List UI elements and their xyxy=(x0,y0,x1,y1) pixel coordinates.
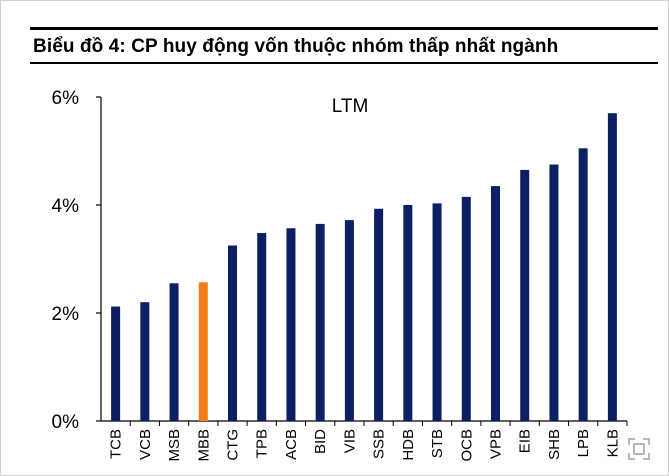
x-tick-label: CTG xyxy=(225,429,242,461)
x-tick-label: ACB xyxy=(283,429,300,460)
bar-acb xyxy=(286,228,296,421)
top-rule xyxy=(30,27,658,30)
x-tick-label: OCB xyxy=(458,429,475,462)
bar-msb xyxy=(169,283,179,421)
bar-tpb xyxy=(257,233,267,421)
x-tick-label: VIB xyxy=(341,429,358,453)
bar-ssb xyxy=(374,208,384,421)
bar-eib xyxy=(520,169,530,421)
bar-stb xyxy=(432,203,442,421)
bar-shb xyxy=(549,164,559,421)
x-tick-label: HDB xyxy=(400,429,417,461)
bar-bid xyxy=(315,223,325,421)
bar-vib xyxy=(344,220,354,421)
x-tick-label: TPB xyxy=(254,429,271,458)
bar-tcb xyxy=(111,306,121,421)
x-tick-label: BID xyxy=(312,429,329,454)
bar-vcb xyxy=(140,302,150,421)
x-tick-label: EIB xyxy=(517,429,534,453)
x-tick-label: SSB xyxy=(371,429,388,459)
bar-ctg xyxy=(228,245,237,421)
x-tick-label: SHB xyxy=(546,429,563,460)
title-rule xyxy=(30,62,658,64)
chart-annotation: LTM xyxy=(332,96,369,117)
y-tick-label: 0% xyxy=(52,412,80,433)
bar-ocb xyxy=(461,196,471,421)
x-tick-label: MSB xyxy=(166,429,183,462)
expand-icon[interactable] xyxy=(626,436,652,462)
chart-title: Biểu đồ 4: CP huy động vốn thuộc nhóm th… xyxy=(33,36,559,57)
x-tick-label: TCB xyxy=(108,429,125,459)
x-tick-label: VCB xyxy=(137,429,154,460)
bar-lpb xyxy=(578,148,588,422)
y-tick-label: 2% xyxy=(52,304,80,325)
x-tick-label: MBB xyxy=(195,429,212,462)
y-tick-label: 4% xyxy=(52,196,80,217)
bar-mbb xyxy=(198,282,208,421)
y-tick-label: 6% xyxy=(52,88,80,109)
bar-vpb xyxy=(491,186,500,421)
x-tick-label: KLB xyxy=(604,429,621,457)
x-tick-label: LPB xyxy=(575,429,592,457)
bar-hdb xyxy=(403,205,413,421)
x-tick-label: VPB xyxy=(488,429,505,459)
x-tick-label: STB xyxy=(429,429,446,458)
bar-klb xyxy=(607,113,617,421)
